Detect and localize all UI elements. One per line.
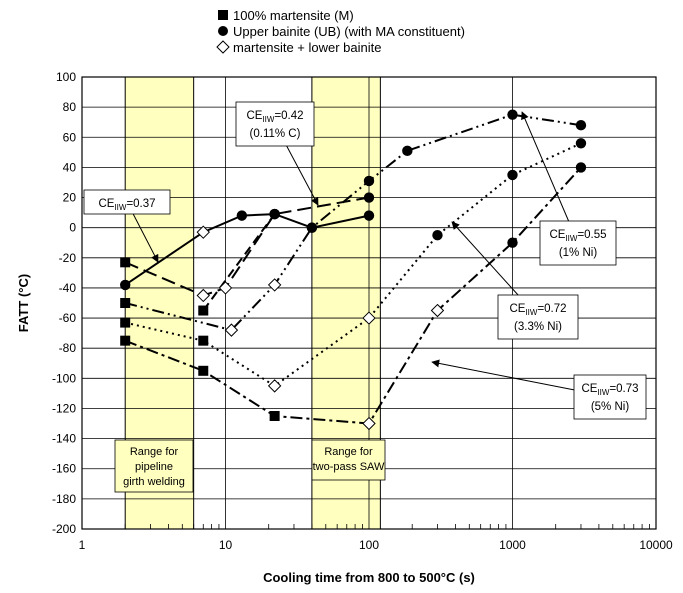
y-tick-label: -180 (52, 492, 76, 506)
annotation-arrow (451, 221, 519, 296)
x-tick-label: 10 (219, 538, 233, 552)
annotation-arrow (132, 213, 159, 263)
annotation-arrow (286, 145, 319, 206)
marker-diamond (224, 323, 239, 337)
annotation-label: CEIIW=0.73 (581, 383, 638, 397)
marker-circle (507, 109, 518, 120)
y-tick-label: 60 (63, 130, 77, 144)
marker-diamond (218, 281, 233, 295)
y-tick-label: -120 (52, 401, 76, 415)
y-tick-label: 40 (63, 160, 77, 174)
x-tick-label: 100 (359, 538, 379, 552)
marker-square (198, 305, 209, 316)
y-axis-title: FATT (°C) (16, 274, 31, 332)
marker-circle (575, 138, 587, 149)
annotation-box (83, 189, 171, 215)
annotation-label: (3.3% Ni) (514, 321, 562, 333)
y-tick-label: -160 (52, 462, 76, 476)
y-tick-label: 0 (69, 221, 76, 235)
x-axis-title: Cooling time from 800 to 500°C (s) (263, 570, 475, 585)
y-tick-label: -140 (52, 432, 76, 446)
y-tick-label: -200 (52, 522, 76, 536)
y-tick-label: 100 (56, 70, 76, 84)
range-label: girth welding (123, 476, 185, 488)
annotation-box (497, 294, 579, 340)
marker-square (120, 257, 131, 268)
y-tick-label: -20 (59, 251, 77, 265)
marker-square (120, 317, 131, 328)
y-tick-label: -100 (52, 371, 76, 385)
annotation-box (539, 220, 617, 266)
x-tick-label: 10000 (639, 538, 673, 552)
marker-diamond (267, 278, 282, 292)
y-tick-label: -60 (59, 311, 77, 325)
series-line (124, 113, 582, 332)
range-label-box (114, 439, 194, 493)
range-label: two-pass SAW (313, 461, 385, 473)
marker-circle (402, 145, 413, 157)
x-tick-label: 1000 (499, 538, 526, 552)
series-line (124, 213, 370, 286)
annotation-arrow (431, 359, 575, 391)
range-label: Range for (324, 446, 373, 458)
marker-circle (363, 192, 375, 203)
marker-square (269, 411, 280, 421)
range-label-box (311, 439, 386, 481)
marker-circle (236, 210, 248, 221)
marker-square (120, 335, 131, 346)
marker-circle (363, 175, 375, 187)
legend-label: martensite + lower bainite (233, 40, 382, 55)
marker-diamond (362, 416, 376, 431)
marker-diamond (267, 379, 282, 393)
annotation-box (235, 101, 315, 147)
annotation-label: (0.11% C) (250, 128, 301, 140)
annotation-box (573, 374, 647, 420)
annotation-arrow (521, 111, 570, 222)
series-line (202, 213, 276, 312)
legend-marker-diamond (216, 40, 230, 54)
annotation-label: CEIIW=0.37 (98, 198, 155, 212)
annotation-label: CEIIW=0.72 (509, 303, 566, 317)
annotation-label: (5% Ni) (591, 401, 630, 413)
marker-circle (507, 169, 518, 181)
marker-square (120, 298, 131, 308)
marker-circle (507, 237, 518, 248)
annotation-label: CEIIW=0.42 (246, 110, 303, 124)
marker-diamond (362, 311, 376, 325)
legend-label: 100% martensite (M) (233, 8, 354, 23)
y-tick-label: 20 (63, 191, 77, 205)
marker-circle (432, 230, 443, 241)
marker-diamond (196, 225, 210, 239)
marker-square (198, 365, 209, 376)
legend-marker-square (218, 10, 228, 20)
legend-label: Upper bainite (UB) (with MA constituent) (233, 24, 465, 39)
marker-circle (575, 120, 587, 131)
marker-square (198, 335, 209, 346)
marker-diamond (196, 288, 210, 303)
y-tick-label: -40 (59, 281, 77, 295)
marker-circle (269, 208, 280, 220)
marker-circle (119, 279, 131, 291)
marker-circle (306, 222, 318, 233)
marker-circle (363, 210, 375, 221)
marker-circle (575, 162, 587, 173)
range-label: pipeline (135, 461, 173, 473)
plot-frame (81, 76, 657, 530)
marker-diamond (430, 303, 445, 318)
annotation-label: CEIIW=0.55 (549, 229, 606, 243)
annotation-label: (1% Ni) (559, 247, 598, 259)
legend-marker-circle (218, 26, 228, 36)
x-tick-label: 1 (79, 538, 86, 552)
y-tick-label: -80 (59, 341, 77, 355)
y-tick-label: 80 (63, 100, 77, 114)
range-label: Range for (130, 446, 179, 458)
